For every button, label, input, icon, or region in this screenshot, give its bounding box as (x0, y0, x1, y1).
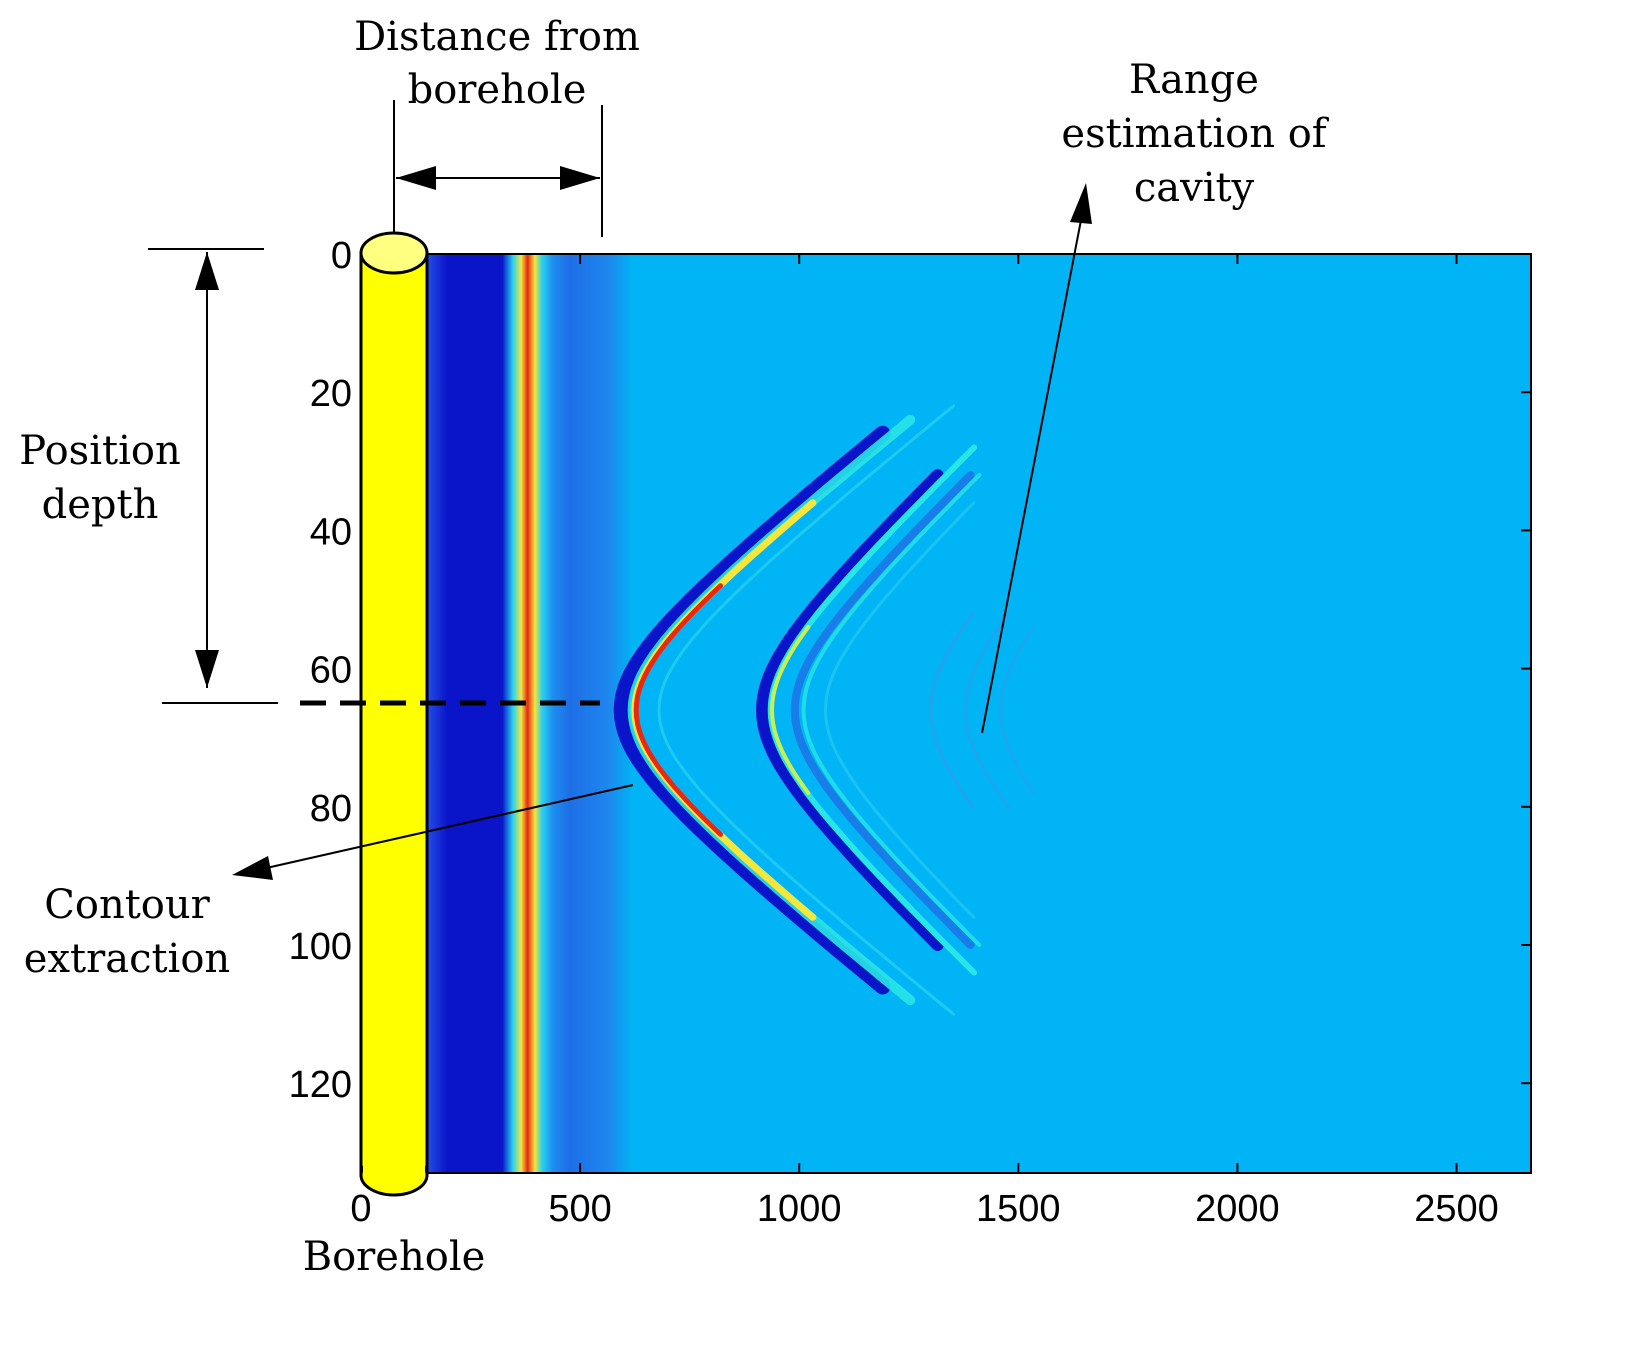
x-tick-label: 1000 (757, 1188, 842, 1230)
primary-hyperbola-dark (613, 425, 891, 995)
range-label-line1: Range (1129, 57, 1259, 103)
tertiary-hyperbola-1 (929, 611, 975, 809)
distance-label-line2: borehole (408, 67, 587, 113)
primary-hyperbola-outer (657, 404, 955, 1016)
borehole-cylinder (359, 231, 429, 1197)
primary-hyperbola-red (633, 583, 724, 837)
x-tick-label: 2000 (1195, 1188, 1280, 1230)
contour-label-line1: Contour (44, 882, 210, 928)
heatmap-plot-area: 0 500 1000 1500 2000 2500 0 20 40 60 80 100 120 (289, 235, 1532, 1230)
position-label-line2: depth (42, 482, 159, 528)
y-tick-label: 80 (310, 788, 352, 830)
y-tick-label: 120 (289, 1064, 352, 1106)
y-tick-label: 40 (310, 511, 352, 553)
tertiary-hyperbola-3 (999, 625, 1035, 795)
secondary-hyperbola-yellow (770, 625, 811, 795)
reflection-hyperbolas (613, 404, 1035, 1016)
x-tick-label: 0 (350, 1188, 371, 1230)
range-label-line3: cavity (1134, 165, 1255, 211)
tertiary-hyperbola-2 (964, 611, 1010, 809)
borehole-label: Borehole (303, 1234, 486, 1280)
y-tick-label: 20 (310, 373, 352, 415)
y-axis-ticks: 0 20 40 60 80 100 120 (289, 235, 1531, 1106)
position-label-line1: Position (19, 428, 180, 474)
distance-dimension (393, 100, 603, 237)
y-tick-label: 0 (331, 235, 352, 277)
contour-extraction-arrow (232, 784, 634, 880)
contour-label-line2: extraction (24, 936, 230, 982)
secondary-hyperbola-dark (756, 469, 944, 951)
position-depth-dimension (148, 248, 278, 704)
range-estimation-arrow (981, 183, 1092, 734)
y-tick-label: 60 (310, 650, 352, 692)
x-tick-label: 500 (548, 1188, 611, 1230)
secondary-hyperbola-inner-dark (790, 471, 975, 949)
x-axis-ticks: 0 500 1000 1500 2000 2500 (350, 254, 1499, 1230)
x-tick-label: 1500 (976, 1188, 1061, 1230)
range-label-line2: estimation of (1061, 111, 1329, 157)
near-borehole-band (422, 254, 633, 1173)
distance-label-line1: Distance from (354, 14, 640, 60)
x-tick-label: 2500 (1414, 1188, 1499, 1230)
secondary-hyperbola-inner-cyan (801, 473, 982, 947)
secondary-hyperbola-faint (824, 501, 976, 919)
y-tick-label: 100 (289, 926, 352, 968)
